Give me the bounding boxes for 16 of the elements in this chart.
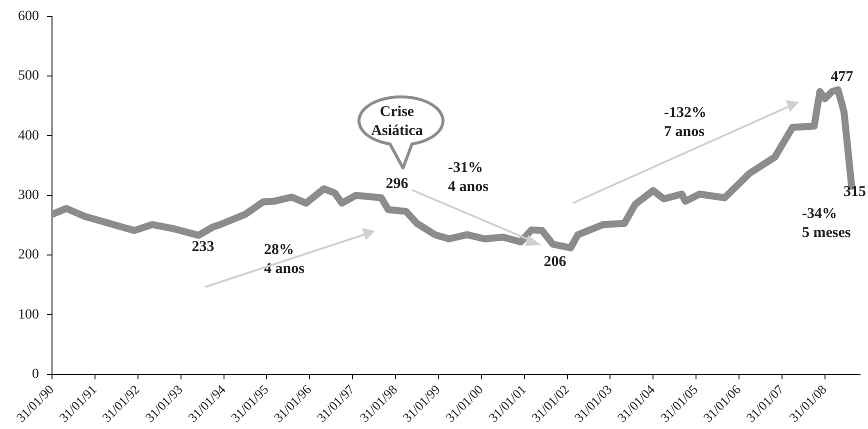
y-tick-label: 500 (18, 68, 39, 84)
annotation: -132% 7 anos (664, 104, 706, 140)
annotation: 477 (830, 68, 854, 85)
annotation: -31% 4 anos (448, 160, 489, 195)
y-tick-label: 600 (18, 9, 39, 24)
annotation: 206 (544, 254, 567, 270)
annotation: 296 (386, 176, 409, 192)
annotation: -34% 5 meses (802, 206, 851, 241)
annotation: 315 (844, 184, 866, 200)
y-tick-label: 100 (18, 307, 39, 322)
y-tick-label: 400 (18, 128, 39, 144)
annotation: Crise Asiática (371, 104, 424, 139)
annotation: 233 (192, 238, 214, 255)
y-tick-label: 300 (18, 188, 39, 204)
y-tick-label: 200 (18, 248, 39, 263)
y-tick-label: 0 (32, 366, 39, 382)
